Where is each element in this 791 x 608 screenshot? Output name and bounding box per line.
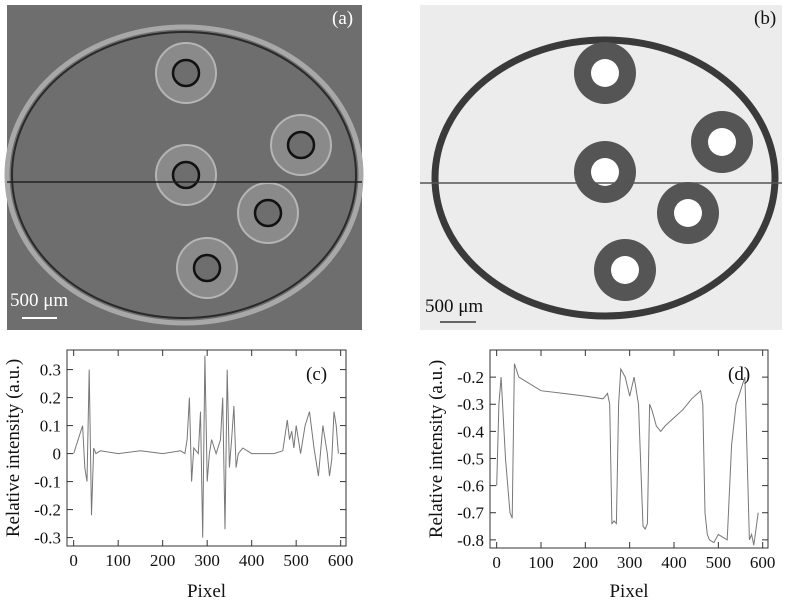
image-a: (a) 500 μm bbox=[4, 5, 364, 330]
y-tick-label: -0.4 bbox=[457, 422, 484, 441]
y-tick-label: -0.7 bbox=[457, 504, 484, 523]
x-tick-label: 400 bbox=[661, 553, 687, 572]
x-tick-label: 100 bbox=[105, 551, 131, 570]
x-tick-label: 300 bbox=[194, 551, 220, 570]
data-line bbox=[73, 355, 339, 538]
x-tick-label: 0 bbox=[492, 553, 501, 572]
y-axis-label: Relative intensity (a.u.) bbox=[3, 359, 24, 537]
plot-frame bbox=[489, 349, 769, 549]
y-tick-label: 0 bbox=[53, 445, 62, 464]
y-axis-label: Relative intensity (a.u.) bbox=[426, 360, 447, 538]
scale-bar-label: 500 μm bbox=[10, 290, 68, 311]
plot-frame bbox=[66, 349, 347, 547]
panel-label: (d) bbox=[728, 364, 750, 385]
y-tick-label: 0.1 bbox=[40, 417, 61, 436]
y-tick-label: -0.3 bbox=[457, 395, 484, 414]
y-tick-label: -0.3 bbox=[34, 529, 61, 548]
y-tick-label: -0.8 bbox=[457, 531, 484, 550]
image-label: (b) bbox=[754, 8, 776, 29]
x-tick-label: 500 bbox=[283, 551, 309, 570]
x-tick-label: 500 bbox=[706, 553, 732, 572]
data-line bbox=[496, 363, 759, 546]
x-axis-label: Pixel bbox=[609, 581, 648, 602]
y-tick-label: 0.3 bbox=[40, 361, 61, 380]
image-b: (b) 500 μm bbox=[420, 5, 782, 330]
x-tick-label: 200 bbox=[573, 553, 599, 572]
x-tick-label: 600 bbox=[328, 551, 354, 570]
scale-bar-label: 500 μm bbox=[425, 296, 483, 317]
y-tick-label: -0.2 bbox=[457, 368, 484, 387]
x-tick-label: 200 bbox=[150, 551, 176, 570]
panel-label: (c) bbox=[306, 364, 327, 385]
x-tick-label: 0 bbox=[69, 551, 78, 570]
y-tick-label: -0.6 bbox=[457, 477, 484, 496]
y-tick-label: -0.2 bbox=[34, 501, 61, 520]
y-tick-label: 0.2 bbox=[40, 389, 61, 408]
image-label: (a) bbox=[332, 8, 353, 29]
x-axis-label: Pixel bbox=[187, 581, 226, 602]
x-tick-label: 600 bbox=[750, 553, 776, 572]
y-tick-label: -0.1 bbox=[34, 473, 61, 492]
x-tick-label: 300 bbox=[617, 553, 643, 572]
y-tick-label: -0.5 bbox=[457, 449, 484, 468]
x-tick-label: 100 bbox=[528, 553, 554, 572]
x-tick-label: 400 bbox=[239, 551, 265, 570]
